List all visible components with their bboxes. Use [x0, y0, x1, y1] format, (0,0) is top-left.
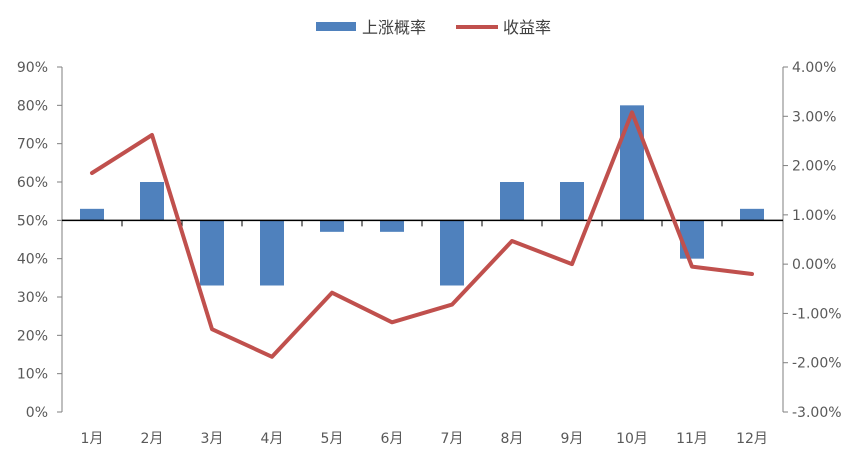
legend-label-line: 收益率 [503, 18, 551, 37]
bar-11 [680, 220, 704, 259]
y-right-tick-label: 3.00% [792, 109, 836, 125]
x-tick-label: 1月 [81, 431, 104, 447]
x-tick-label: 12月 [736, 431, 768, 447]
x-tick-label: 7月 [441, 431, 464, 447]
y-right-tick-label: 1.00% [792, 208, 836, 224]
y-left-tick-label: 50% [17, 213, 48, 229]
y-left-tick-label: 80% [17, 98, 48, 114]
bar-6 [380, 220, 404, 232]
y-right-tick-label: -1.00% [792, 306, 842, 322]
y-right-tick-label: 2.00% [792, 159, 836, 175]
y-left-tick-label: 60% [17, 175, 48, 191]
x-tick-label: 4月 [261, 431, 284, 447]
y-right-tick-label: -2.00% [792, 356, 842, 372]
bar-9 [560, 182, 584, 221]
legend: 上涨概率 收益率 [316, 18, 551, 37]
plot-area: 0% 10% 20% 30% 40% 50% 60% 70% 80% 90% -3.00% -2.00… [17, 60, 842, 447]
legend-label-bar: 上涨概率 [362, 18, 426, 37]
y-right-tick-label: -3.00% [792, 405, 842, 421]
line-series-yield [90, 110, 754, 359]
y-left-tick-label: 90% [17, 60, 48, 76]
y-left-tick-label: 70% [17, 137, 48, 153]
y-left-tick-label: 40% [17, 252, 48, 268]
x-tick-label: 8月 [501, 431, 524, 447]
x-tick-label: 3月 [201, 431, 224, 447]
y-left-tick-label: 20% [17, 328, 48, 344]
bar-4 [260, 220, 284, 286]
x-tick-label: 6月 [381, 431, 404, 447]
y-left-tick-label: 10% [17, 367, 48, 383]
y-right-tick-label: 4.00% [792, 60, 836, 76]
y-left-tick-label: 0% [26, 405, 48, 421]
bar-10 [620, 105, 644, 221]
x-tick-label: 10月 [616, 431, 648, 447]
x-tick-label: 5月 [321, 431, 344, 447]
bar-7 [440, 220, 464, 286]
x-tick-label: 2月 [141, 431, 164, 447]
y-right-tick-label: 0.00% [792, 257, 836, 273]
x-tick-label: 11月 [676, 431, 708, 447]
bar-8 [500, 182, 524, 221]
bar-5 [320, 220, 344, 232]
legend-swatch-bar [316, 22, 356, 31]
bar-12 [740, 208, 764, 221]
bar-3 [200, 220, 224, 286]
bar-2 [140, 182, 164, 221]
x-tick-label: 9月 [561, 431, 584, 447]
bar-1 [80, 208, 104, 221]
y-left-tick-label: 30% [17, 290, 48, 306]
